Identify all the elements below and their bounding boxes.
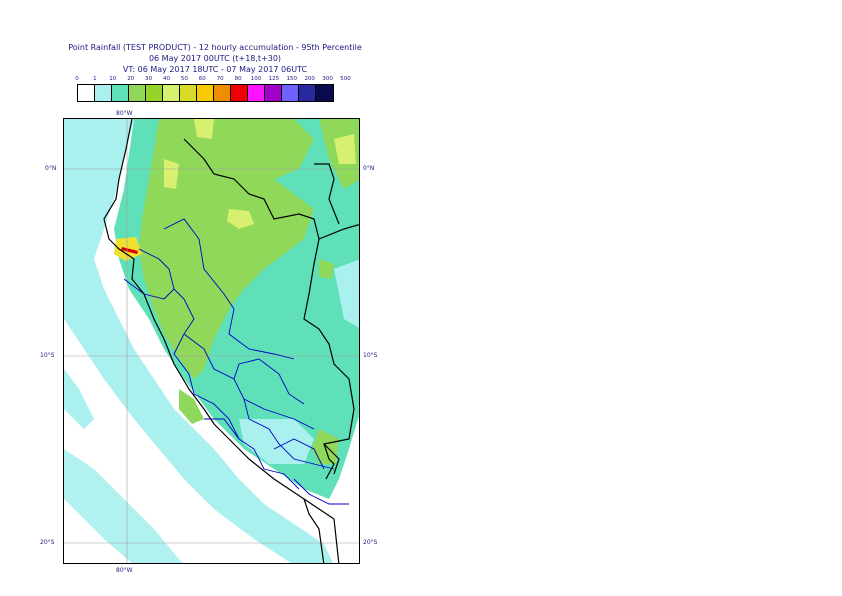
legend-tick-label: 150 xyxy=(286,76,298,82)
legend-tick-label: 60 xyxy=(198,76,206,82)
legend-swatch xyxy=(265,85,282,101)
ocean-rain-field xyxy=(64,119,334,563)
legend-swatch xyxy=(214,85,231,101)
legend-tick-label: 40 xyxy=(163,76,170,82)
legend-tick-label: 200 xyxy=(304,76,315,82)
national-borders xyxy=(103,119,359,563)
legend-swatch xyxy=(197,85,214,101)
legend-tick-label: 125 xyxy=(268,76,280,82)
legend-tick-label: 500 xyxy=(340,76,351,82)
regional-borders xyxy=(123,218,349,505)
legend-tick-label: 20 xyxy=(127,76,135,82)
legend-swatch xyxy=(282,85,299,101)
legend-tick-label: 80 xyxy=(234,76,242,82)
moderate-rain-field xyxy=(139,119,314,379)
color-legend xyxy=(77,84,334,102)
legend-swatch xyxy=(299,85,316,101)
map-subtitle-run: 06 May 2017 00UTC (t+18,t+30) xyxy=(148,54,282,63)
legend-swatch xyxy=(129,85,146,101)
legend-swatch xyxy=(112,85,129,101)
legend-tick-label: 70 xyxy=(216,76,224,82)
lat-label-right-0n: 0°N xyxy=(363,165,375,172)
lon-label-bottom: 80°W xyxy=(116,567,133,574)
lon-label-top: 80°W xyxy=(116,110,133,117)
lat-label-left-0n: 0°N xyxy=(45,165,57,172)
rainfall-map: 80°W xyxy=(63,118,360,564)
legend-tick-label: 50 xyxy=(180,76,188,82)
legend-swatch xyxy=(78,85,95,101)
legend-swatch xyxy=(146,85,163,101)
legend-swatch xyxy=(163,85,180,101)
legend-tick-label: 300 xyxy=(322,76,333,82)
legend-tick-label: 30 xyxy=(145,76,153,82)
legend-swatch xyxy=(180,85,197,101)
legend-tick-label: 100 xyxy=(250,76,262,82)
legend-tick-label: 0 xyxy=(75,76,79,82)
legend-tick-labels: 0 1 10 20 30 40 50 60 70 80 100 125 150 200 300 500 xyxy=(75,76,351,86)
map-subtitle-valid-time: VT: 06 May 2017 18UTC - 07 May 2017 06UT… xyxy=(122,65,308,74)
legend-tick-label: 10 xyxy=(109,76,117,82)
legend-tick-label: 1 xyxy=(93,76,97,82)
graticule xyxy=(64,119,359,563)
legend-swatch xyxy=(316,85,333,101)
legend-swatch xyxy=(95,85,112,101)
map-title: Point Rainfall (TEST PRODUCT) - 12 hourl… xyxy=(68,43,362,52)
ocean-rain-band xyxy=(64,449,183,563)
lat-label-right-20s: 20°S xyxy=(363,539,378,546)
map-canvas xyxy=(64,119,359,563)
lat-label-left-20s: 20°S xyxy=(40,539,55,546)
legend-swatch xyxy=(231,85,248,101)
legend-swatch xyxy=(248,85,265,101)
lat-label-right-10s: 10°S xyxy=(363,352,378,359)
lat-label-left-10s: 10°S xyxy=(40,352,55,359)
